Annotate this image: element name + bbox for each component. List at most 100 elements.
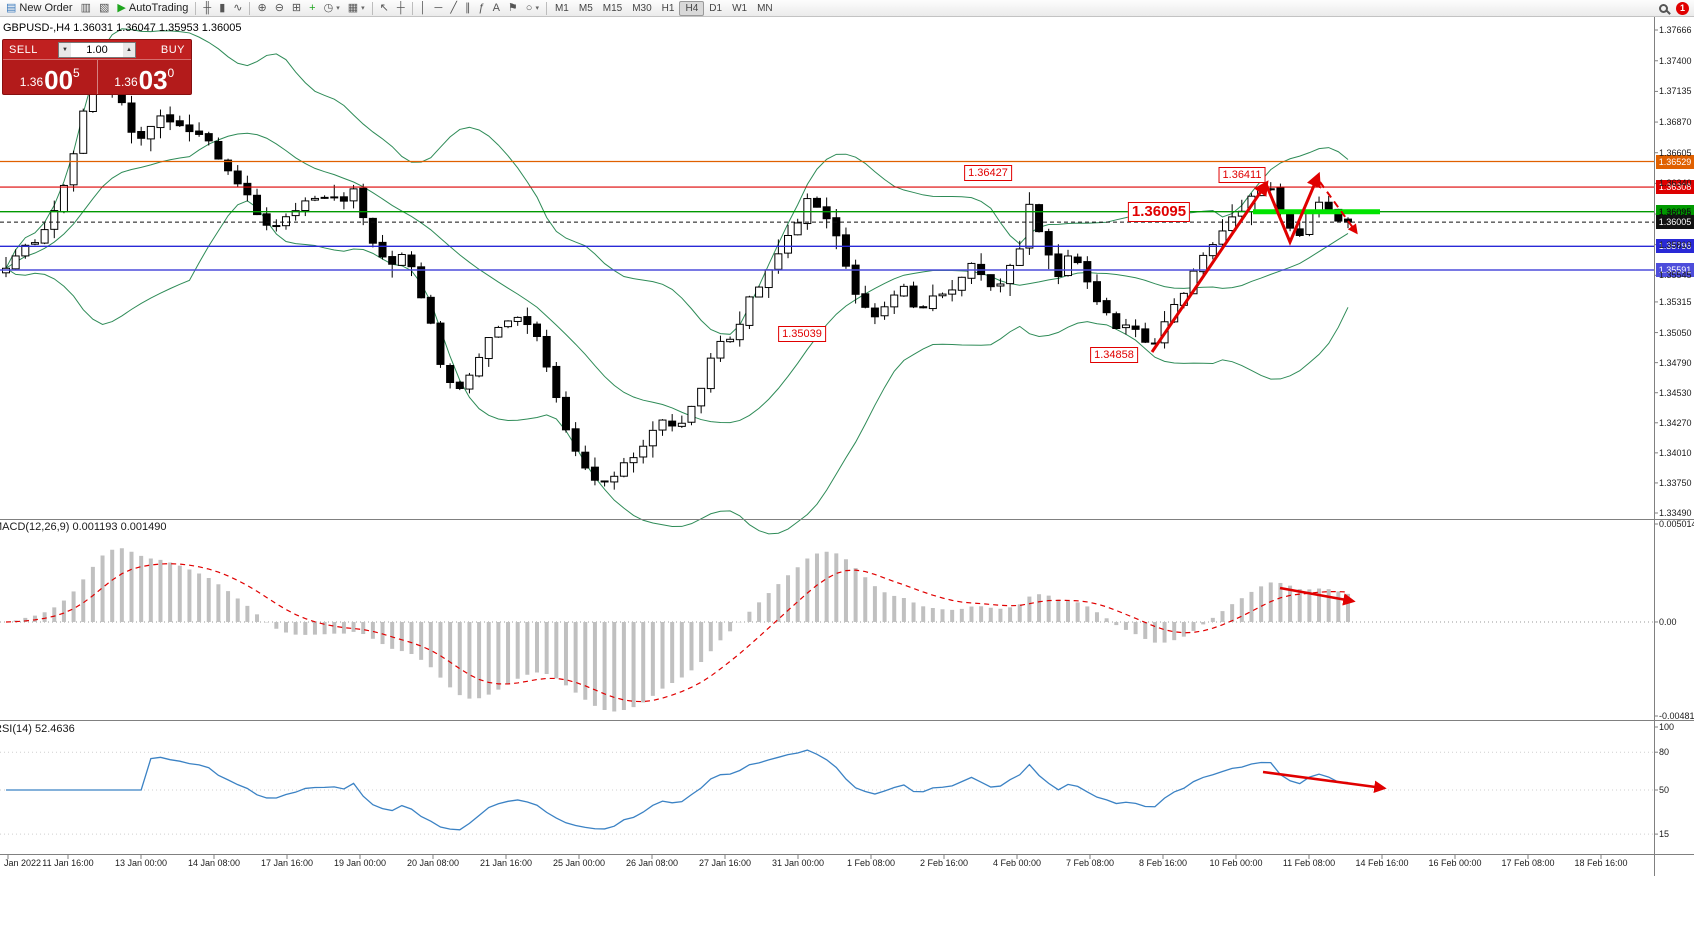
toolbar-label: D1 [709,2,723,14]
text-button[interactable]: A [489,1,504,16]
sell-price-pip: 5 [73,66,80,80]
time-axis-label: 1 Feb 08:00 [846,858,896,868]
toolbar-icon: ◷ [323,1,334,14]
toolbar-icon: ╱ [450,1,457,14]
price-callout[interactable]: 1.36411 [1218,167,1266,184]
price-callout[interactable]: 1.35039 [778,325,826,342]
toolbar-icon: ▦ [347,1,359,14]
sell-price-prefix: 1.36 [19,75,44,89]
volume-stepper: ▼ ▲ [58,41,136,58]
price-scale-label: 1.35315 [1659,296,1692,307]
periods-button[interactable]: ◷ ▾ [320,1,344,16]
chevron-down-icon: ▾ [361,5,365,12]
price-scale-label: 1.33750 [1659,477,1692,488]
price-callout[interactable]: 1.36427 [964,165,1012,182]
price-scale-label: 1.34530 [1659,387,1692,398]
label-button[interactable]: ⚑ [504,1,522,16]
price-callout[interactable]: 1.34858 [1090,346,1138,363]
time-axis-label: 8 Feb 16:00 [1138,858,1188,868]
price-scale-label: 1.36870 [1659,117,1692,128]
price-level-box: 1.36308 [1656,180,1694,195]
new-order-button[interactable]: ▤ New Order [2,1,77,16]
toolbar-icon: ƒ [478,1,485,14]
horizontal-line-button[interactable]: ─ [431,1,447,16]
time-axis-label: 26 Jan 08:00 [625,858,679,868]
volume-input[interactable] [71,42,123,57]
tf-h1-button[interactable]: H1 [657,1,680,16]
indicators-button[interactable]: + [305,1,319,16]
search-icon[interactable] [1659,4,1668,13]
toolbar-label: M15 [602,2,623,14]
vertical-line-button[interactable]: │ [416,1,431,16]
tf-h4-button[interactable]: H4 [679,0,705,16]
price-scale-label: 1.34270 [1659,417,1692,428]
candlestick-chart-button[interactable]: ▮ [215,1,229,16]
sell-price-big: 00 [44,65,74,95]
templates-button[interactable]: ▦ ▾ [344,1,369,16]
zoom-out-button[interactable]: ⊖ [271,1,288,16]
price-callout[interactable]: 1.36095 [1127,201,1191,222]
price-scale-label: 1.36605 [1659,147,1692,158]
toolbar-icon: ╫ [203,1,212,14]
toolbar-icon: ⚑ [507,1,518,14]
price-level-box: 1.35591 [1656,262,1694,277]
tf-m5-button[interactable]: M5 [574,1,598,16]
time-axis-label: 14 Feb 16:00 [1355,858,1409,868]
tf-m1-button[interactable]: M1 [550,1,574,16]
zoom-in-button[interactable]: ⊕ [253,1,270,16]
bar-chart-button[interactable]: ╫ [199,1,215,16]
quote-top-row: SELL ▼ ▲ BUY [3,40,191,60]
rsi-indicator-label: RSI(14) 52.4636 [0,723,75,735]
notification-badge[interactable]: 1 [1676,2,1689,15]
chart-window-button[interactable]: ▥ [77,1,95,16]
channel-button[interactable]: ∥ [461,1,475,16]
volume-up-button[interactable]: ▲ [123,42,135,57]
toolbar-right: 1 [1659,2,1689,15]
crosshair-button[interactable]: ┼ [393,1,409,16]
toolbar-icon: ⊞ [291,1,302,14]
time-axis-label: 13 Jan 00:00 [114,858,168,868]
fibonacci-button[interactable]: ƒ [474,1,488,16]
chart-profile-button[interactable]: ▧ [95,1,113,16]
shapes-button[interactable]: ○ ▾ [522,1,543,16]
macd-indicator-label: MACD(12,26,9) 0.001193 0.001490 [0,521,167,533]
price-scale-label: 1.36075 [1659,209,1692,220]
tile-windows-button[interactable]: ⊞ [288,1,305,16]
line-chart-button[interactable]: ∿ [229,1,246,16]
toolbar-icon: + [309,1,316,14]
autotrading-button[interactable]: ▶ AutoTrading [113,1,192,16]
tf-m15-button[interactable]: M15 [598,1,627,16]
toolbar-label: MN [757,2,773,14]
separator [195,1,197,15]
rsi-scale-label: 15 [1659,829,1670,840]
macd-scale-label: 0.00 [1659,616,1677,627]
time-axis-label: 2 Feb 16:00 [919,858,969,868]
time-axis-label: Jan 2022 [4,858,42,868]
sell-price-button[interactable]: 1.36 00 5 [3,60,97,95]
time-axis-label: 20 Jan 08:00 [406,858,460,868]
time-axis-label: 19 Jan 00:00 [333,858,387,868]
time-axis-label: 18 Feb 16:00 [1574,858,1628,868]
tf-d1-button[interactable]: D1 [704,1,727,16]
time-axis-label: 16 Feb 00:00 [1428,858,1482,868]
buy-price-button[interactable]: 1.36 03 0 [98,60,192,94]
tf-w1-button[interactable]: W1 [727,1,752,16]
buy-price-prefix: 1.36 [114,75,138,89]
buy-label: BUY [160,43,185,56]
chart-title: GBPUSD-,H4 1.36031 1.36047 1.35953 1.360… [3,22,242,34]
toolbar-label: M5 [578,2,593,14]
price-scale-label: 1.35545 [1659,270,1692,281]
tf-m30-button[interactable]: M30 [627,1,656,16]
toolbar-icon: │ [419,1,427,14]
bollinger-bands [5,28,1349,535]
cursor-button[interactable]: ↖ [376,1,393,16]
time-axis-label: 17 Feb 08:00 [1501,858,1555,868]
time-axis-label: 21 Jan 16:00 [479,858,533,868]
volume-down-button[interactable]: ▼ [59,42,71,57]
trendline-button[interactable]: ╱ [446,1,461,16]
toolbar-label: H1 [661,2,675,14]
tf-mn-button[interactable]: MN [752,1,778,16]
toolbar-icon: ▥ [80,1,91,14]
